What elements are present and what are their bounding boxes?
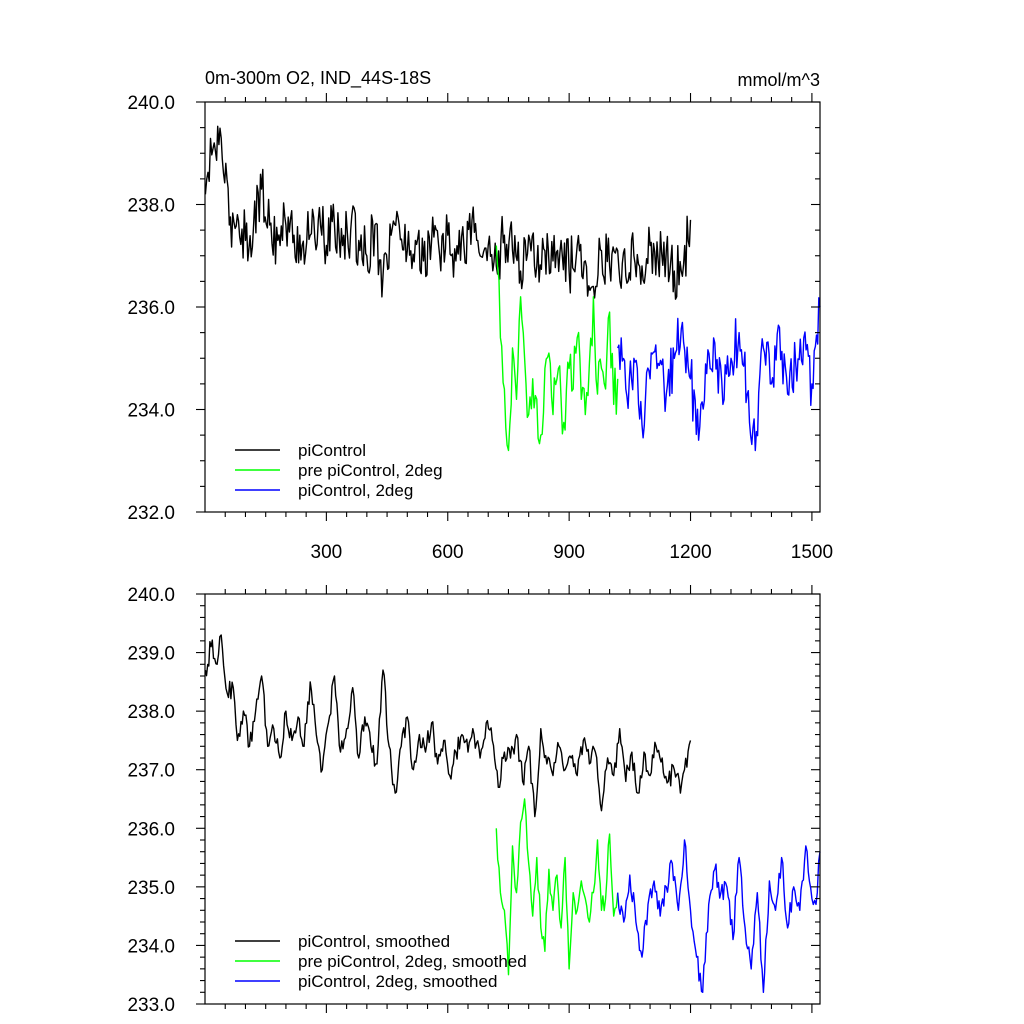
plot-frame: [204, 593, 821, 1005]
series-layer: [204, 634, 821, 993]
series-line-2: [495, 245, 619, 452]
units-label: mmol/m^3: [738, 70, 820, 90]
y-tick-label: 240.0: [127, 585, 175, 606]
bottom-chart: 233.0 234.0 235.0 236.0 237.0 238.0 239.0 240.0…: [127, 585, 821, 1016]
legend-label: piControl, 2deg, smoothed: [298, 972, 497, 991]
y-tick-label: 236.0: [127, 819, 175, 840]
y-tick-label: 238.0: [127, 702, 175, 723]
x-tick-label: 300: [311, 542, 343, 563]
ticks-layer: 233.0 234.0 235.0 236.0 237.0 238.0 239.0 240.0: [127, 585, 820, 1016]
series-line-2: [495, 798, 619, 976]
y-tick-label: 238.0: [127, 196, 175, 217]
y-tick-label: 240.0: [127, 93, 175, 114]
y-tick-label: 236.0: [127, 298, 175, 319]
x-tick-label: 1200: [669, 542, 711, 563]
ticks-layer: 232.0 234.0 236.0 238.0 240.0 300 600 900 1200 15…: [127, 93, 833, 563]
y-tick-label: 235.0: [127, 878, 175, 899]
top-chart: 0m-300m O2, IND_44S-18S mmol/m^3 232.023…: [127, 68, 833, 563]
y-tick-label: 233.0: [127, 995, 175, 1016]
legend-label: piControl, 2deg: [298, 481, 413, 500]
legend-label: piControl, smoothed: [298, 932, 450, 951]
x-tick-label: 600: [432, 542, 464, 563]
series-line-1: [204, 634, 692, 818]
series-line-3: [617, 839, 821, 993]
series-layer: [204, 125, 821, 452]
y-tick-label: 232.0: [127, 503, 175, 524]
x-tick-label: 900: [553, 542, 585, 563]
series-line-1: [204, 125, 692, 300]
legend-label: pre piControl, 2deg: [298, 461, 443, 480]
y-tick-label: 239.0: [127, 644, 175, 665]
y-tick-label: 234.0: [127, 936, 175, 957]
series-line-3: [617, 297, 821, 452]
legend-label: pre piControl, 2deg, smoothed: [298, 952, 527, 971]
y-tick-label: 234.0: [127, 401, 175, 422]
x-tick-label: 1500: [791, 542, 833, 563]
legend-label: piControl: [298, 441, 366, 460]
y-tick-label: 237.0: [127, 761, 175, 782]
chart-title: 0m-300m O2, IND_44S-18S: [205, 68, 431, 89]
